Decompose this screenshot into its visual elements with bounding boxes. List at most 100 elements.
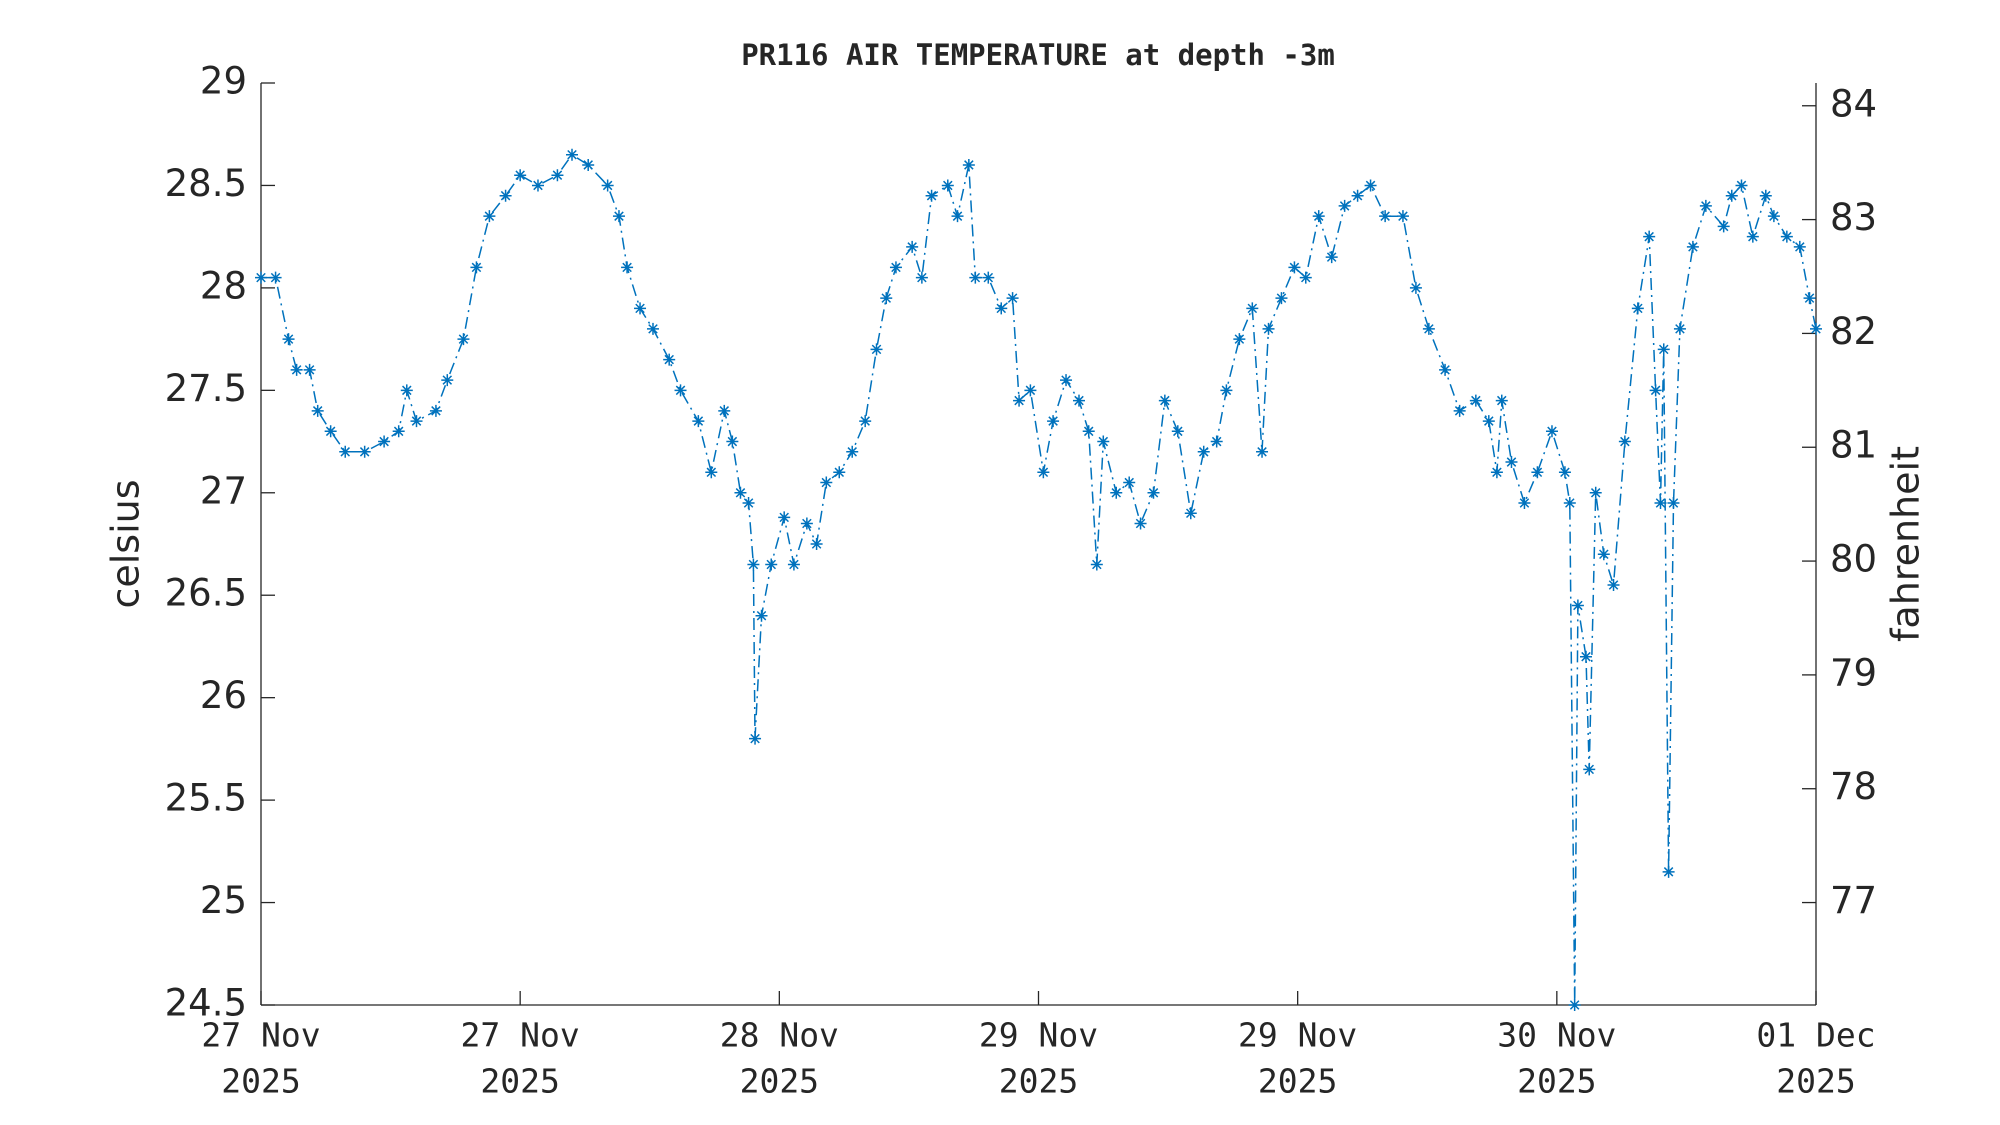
x-tick-label: 28 Nov <box>720 1016 839 1055</box>
x-tick-label: 27 Nov <box>461 1016 580 1055</box>
data-point <box>378 435 391 448</box>
data-point <box>1439 363 1452 376</box>
y2-tick-label: 78 <box>1830 765 1877 808</box>
data-point <box>833 466 846 479</box>
data-point <box>551 169 564 182</box>
data-point <box>870 343 883 356</box>
data-point <box>787 558 800 571</box>
data-point <box>1810 322 1822 335</box>
data-point <box>726 435 739 448</box>
data-point <box>880 292 893 305</box>
data-point <box>1024 384 1037 397</box>
data-point <box>634 302 647 315</box>
data-point <box>1793 240 1806 253</box>
data-point <box>269 271 282 284</box>
data-point <box>1607 578 1620 591</box>
data-point <box>1379 210 1392 223</box>
data-point <box>1649 384 1662 397</box>
x-tick-label: 29 Nov <box>979 1016 1098 1055</box>
data-point <box>1725 189 1738 202</box>
data-point <box>1654 497 1667 510</box>
data-point <box>410 415 423 428</box>
plot-area <box>255 148 1822 1011</box>
data-point <box>969 271 982 284</box>
data-point <box>1643 230 1656 243</box>
data-point <box>1246 302 1259 315</box>
y-tick-label: 27.5 <box>165 367 247 410</box>
data-point <box>1545 425 1558 438</box>
data-point <box>1409 281 1422 294</box>
y2-tick-label: 77 <box>1830 879 1877 922</box>
data-point <box>1735 179 1748 192</box>
data-point <box>1767 210 1780 223</box>
data-point <box>483 210 496 223</box>
data-point <box>1299 271 1312 284</box>
data-point <box>1717 220 1730 233</box>
data-point <box>1037 466 1050 479</box>
x-tick-label: 2025 <box>999 1062 1078 1101</box>
data-point <box>1312 210 1325 223</box>
data-point <box>612 210 625 223</box>
data-point <box>1090 558 1103 571</box>
y-tick-label: 24.5 <box>165 982 247 1025</box>
data-point <box>499 189 512 202</box>
data-point <box>392 425 405 438</box>
data-point <box>1364 179 1377 192</box>
data-point <box>1325 251 1338 264</box>
data-point <box>1082 425 1095 438</box>
data-point <box>1699 199 1712 212</box>
data-point <box>925 189 938 202</box>
data-point <box>1158 394 1171 407</box>
data-point <box>962 158 975 171</box>
y-tick-label: 29 <box>200 60 247 103</box>
data-point <box>1568 999 1581 1011</box>
data-point <box>1597 548 1610 561</box>
chart-title: PR116 AIR TEMPERATURE at depth -3m <box>741 38 1335 72</box>
data-point <box>1134 517 1147 530</box>
data-point <box>339 445 352 458</box>
x-tick-label: 2025 <box>1776 1062 1855 1101</box>
data-point <box>1469 394 1482 407</box>
y2-tick-label: 83 <box>1830 196 1877 239</box>
data-point <box>1579 650 1592 663</box>
data-point <box>1262 322 1275 335</box>
y-tick-label: 25 <box>200 879 247 922</box>
data-point <box>1531 466 1544 479</box>
data-point <box>889 261 902 274</box>
data-point <box>303 363 316 376</box>
data-point <box>1097 435 1110 448</box>
x-tick-label: 01 Dec <box>1756 1016 1875 1055</box>
x-tick-label: 2025 <box>1517 1062 1596 1101</box>
y2-tick-label: 82 <box>1830 310 1877 353</box>
data-point <box>1047 415 1060 428</box>
data-point <box>1338 199 1351 212</box>
data-point <box>457 333 470 346</box>
data-point <box>859 415 872 428</box>
data-point <box>255 271 267 284</box>
data-point <box>663 353 676 366</box>
data-point <box>1746 230 1759 243</box>
data-point <box>1072 394 1085 407</box>
data-point <box>674 384 687 397</box>
data-point <box>718 404 731 417</box>
data-point <box>566 148 578 161</box>
data-point <box>1589 486 1602 499</box>
data-point <box>441 374 454 387</box>
data-point <box>646 322 659 335</box>
data-point <box>742 497 755 510</box>
data-point <box>1013 394 1026 407</box>
data-point <box>1662 865 1675 878</box>
data-point <box>324 425 337 438</box>
y2-axis-label: fahrenheit <box>1884 446 1928 642</box>
x-tick-label: 2025 <box>221 1062 300 1101</box>
data-point <box>1351 189 1364 202</box>
y-tick-label: 25.5 <box>165 777 247 820</box>
data-point <box>1422 322 1435 335</box>
data-point <box>1518 497 1531 510</box>
data-point <box>1396 210 1409 223</box>
y-tick-label: 28.5 <box>165 162 247 205</box>
data-point <box>1631 302 1644 315</box>
data-point <box>995 302 1008 315</box>
